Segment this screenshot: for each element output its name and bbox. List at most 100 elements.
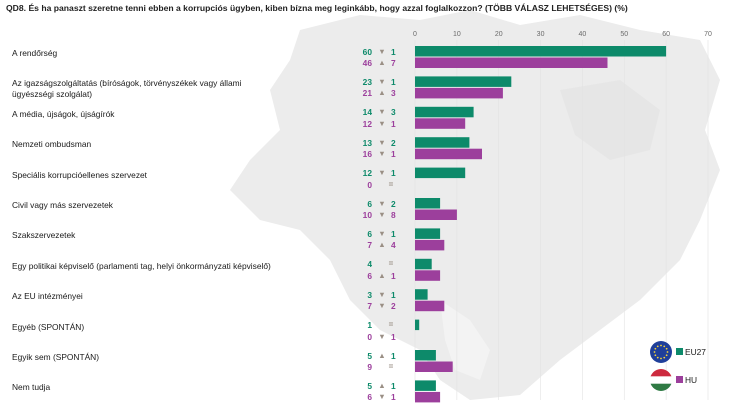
chart-title: QD8. És ha panaszt szeretne tenni ebben … bbox=[6, 3, 628, 13]
hu-change-arrow-down: ▼ bbox=[378, 301, 386, 311]
hu-bar bbox=[415, 270, 441, 281]
category-label: Egyéb (SPONTÁN) bbox=[12, 321, 85, 332]
hu-change-arrow-down: ▼ bbox=[378, 149, 386, 159]
category-label: A média, újságok, újságírók bbox=[12, 108, 115, 119]
eu-flag-icon bbox=[650, 341, 672, 363]
eu-bar bbox=[415, 319, 420, 331]
eu-legend-label: EU27 bbox=[685, 347, 706, 357]
eu-value-label: 1 bbox=[367, 320, 372, 331]
eu-change-value: 2 bbox=[391, 198, 396, 209]
category-label: Szakszervezetek bbox=[12, 230, 76, 241]
eu-change-arrow-down: ▼ bbox=[378, 107, 386, 117]
category-label: Egyik sem (SPONTÁN) bbox=[12, 352, 100, 362]
category-label: Nemzeti ombudsman bbox=[12, 139, 92, 150]
eu-legend-swatch bbox=[676, 348, 683, 355]
eu-change-arrow-down: ▼ bbox=[378, 289, 386, 299]
category-label: Speciális korrupcióellenes szervezet bbox=[12, 169, 147, 180]
hu-bar bbox=[415, 209, 457, 220]
hu-change-arrow-up: ▲ bbox=[378, 240, 386, 250]
hu-change-equal: = bbox=[388, 362, 394, 371]
eu-value-label: 23 bbox=[362, 76, 372, 87]
hu-change-value: 3 bbox=[391, 88, 396, 99]
category-label: A rendőrség bbox=[12, 48, 58, 58]
hu-value-label: 7 bbox=[367, 240, 372, 251]
eu-change-value: 3 bbox=[391, 107, 396, 118]
hu-change-value: 1 bbox=[391, 392, 396, 403]
hu-change-value: 1 bbox=[391, 118, 396, 129]
x-tick-label: 60 bbox=[662, 31, 670, 38]
hu-bar bbox=[415, 118, 466, 129]
eu-value-label: 6 bbox=[367, 228, 372, 239]
hu-change-value: 7 bbox=[391, 58, 396, 68]
x-tick-label: 70 bbox=[704, 31, 712, 38]
category-label: Az igazságszolgáltatás (bíróságok, törvé… bbox=[12, 78, 242, 100]
eu-change-arrow-up: ▲ bbox=[378, 380, 386, 390]
eu-change-arrow-down: ▼ bbox=[378, 198, 386, 208]
hu-value-label: 6 bbox=[367, 270, 372, 281]
eu-change-value: 1 bbox=[391, 350, 396, 361]
x-tick-label: 40 bbox=[579, 31, 587, 38]
x-tick-label: 10 bbox=[453, 31, 461, 38]
hu-bar bbox=[415, 87, 503, 99]
hu-value-label: 12 bbox=[362, 118, 372, 129]
hu-value-label: 16 bbox=[362, 149, 372, 160]
hu-bar bbox=[415, 148, 482, 160]
eu-bar bbox=[415, 380, 436, 391]
x-tick-label: 30 bbox=[537, 31, 545, 38]
eu-change-value: 1 bbox=[391, 228, 396, 239]
category-label: Nem tudja bbox=[12, 382, 51, 393]
hu-change-arrow-down: ▼ bbox=[378, 210, 386, 219]
hu-bar bbox=[415, 57, 608, 68]
eu-change-value: 1 bbox=[391, 168, 396, 179]
hu-change-value: 8 bbox=[391, 210, 396, 220]
hu-value-label: 7 bbox=[367, 301, 372, 312]
hu-change-equal: = bbox=[388, 179, 394, 189]
eu-value-label: 12 bbox=[362, 168, 372, 179]
hu-change-arrow-up: ▲ bbox=[378, 88, 386, 98]
hu-change-value: 1 bbox=[391, 331, 396, 342]
eu-bar bbox=[415, 258, 432, 270]
eu-change-arrow-down: ▼ bbox=[378, 76, 386, 86]
x-tick-label: 20 bbox=[495, 31, 503, 38]
hu-value-label: 9 bbox=[367, 362, 372, 372]
eu-value-label: 4 bbox=[367, 259, 372, 270]
eu-change-value: 2 bbox=[391, 137, 396, 148]
hu-change-value: 1 bbox=[391, 149, 396, 160]
eu-value-label: 6 bbox=[367, 198, 372, 209]
hu-change-value: 4 bbox=[391, 240, 396, 251]
hu-bar bbox=[415, 300, 445, 312]
eu-change-value: 1 bbox=[391, 46, 396, 57]
category-label: Civil vagy más szervezetek bbox=[12, 200, 113, 210]
x-tick-label: 50 bbox=[620, 31, 628, 38]
hu-change-arrow-down: ▼ bbox=[378, 118, 386, 128]
eu-value-label: 5 bbox=[367, 350, 372, 361]
eu-value-label: 60 bbox=[362, 46, 372, 57]
eu-bar bbox=[415, 228, 441, 239]
hu-change-arrow-down: ▼ bbox=[378, 392, 386, 402]
hu-bar bbox=[415, 391, 441, 403]
hu-change-value: 1 bbox=[391, 270, 396, 281]
hu-value-label: 0 bbox=[367, 179, 372, 190]
hu-value-label: 6 bbox=[367, 392, 372, 403]
hu-bar bbox=[415, 239, 445, 251]
x-tick-label: 0 bbox=[413, 31, 417, 38]
hu-bar bbox=[415, 361, 453, 372]
eu-change-value: 1 bbox=[391, 289, 396, 300]
eu-value-label: 13 bbox=[362, 137, 372, 148]
hu-value-label: 21 bbox=[362, 88, 372, 99]
hu-change-arrow-up: ▲ bbox=[378, 58, 386, 67]
eu-change-arrow-up: ▲ bbox=[378, 350, 386, 360]
category-label: Egy politikai képviselő (parlamenti tag,… bbox=[12, 260, 271, 271]
hu-value-label: 46 bbox=[362, 58, 372, 68]
eu-bar bbox=[415, 167, 466, 179]
eu-value-label: 3 bbox=[367, 289, 372, 300]
hu-value-label: 10 bbox=[362, 210, 372, 220]
hu-legend-label: HU bbox=[685, 375, 698, 385]
eu-bar bbox=[415, 289, 428, 300]
hu-value-label: 0 bbox=[367, 331, 372, 342]
hu-change-arrow-down: ▼ bbox=[378, 331, 386, 341]
category-label: Az EU intézményei bbox=[12, 291, 83, 302]
eu-change-equal: = bbox=[388, 259, 394, 269]
eu-value-label: 5 bbox=[367, 380, 372, 391]
